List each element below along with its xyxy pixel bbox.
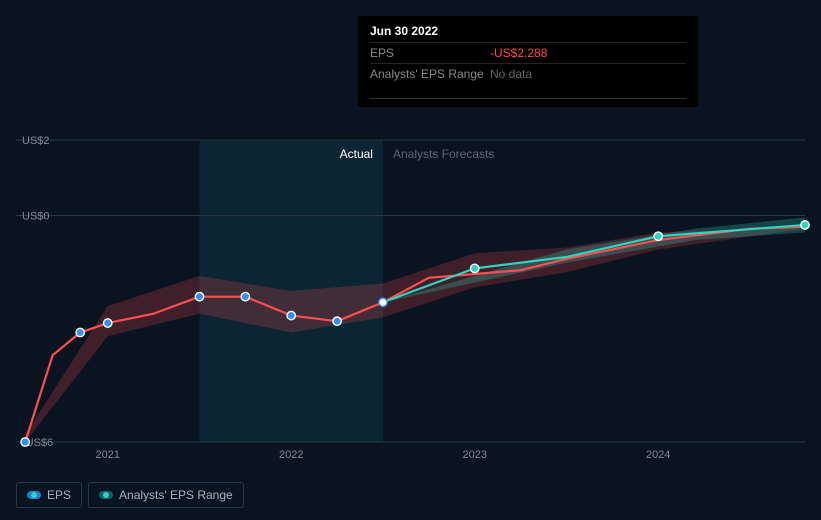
x-axis-label: 2023 <box>462 449 486 461</box>
eps-range-area <box>25 227 805 442</box>
x-axis-label: 2022 <box>279 449 303 461</box>
data-point[interactable] <box>333 317 341 325</box>
legend-label: EPS <box>47 488 71 502</box>
section-label-forecast: Analysts Forecasts <box>393 147 494 161</box>
data-point[interactable] <box>76 328 84 336</box>
forecast-point[interactable] <box>801 221 809 229</box>
x-axis-label: 2021 <box>96 449 120 461</box>
legend-item[interactable]: EPS <box>16 482 82 508</box>
legend-label: Analysts' EPS Range <box>119 488 233 502</box>
chart-tooltip: Jun 30 2022 EPS-US$2.288Analysts' EPS Ra… <box>358 16 698 107</box>
data-point[interactable] <box>21 438 29 446</box>
tooltip-label: Analysts' EPS Range <box>370 67 490 81</box>
legend-item[interactable]: Analysts' EPS Range <box>88 482 244 508</box>
legend-swatch <box>27 491 41 499</box>
tooltip-row: Analysts' EPS RangeNo data <box>370 63 686 84</box>
data-point[interactable] <box>241 292 249 300</box>
eps-line <box>25 227 805 442</box>
y-axis-label: US$0 <box>22 211 50 223</box>
data-point[interactable] <box>195 292 203 300</box>
tooltip-divider <box>370 98 686 99</box>
tooltip-row: EPS-US$2.288 <box>370 42 686 63</box>
forecast-point[interactable] <box>654 232 662 240</box>
tooltip-value: -US$2.288 <box>490 46 547 60</box>
eps-chart: US$2US$0-US$62021202220232024ActualAnaly… <box>0 0 821 520</box>
legend-swatch <box>99 491 113 499</box>
tooltip-value: No data <box>490 67 532 81</box>
data-point[interactable] <box>104 319 112 327</box>
tooltip-label: EPS <box>370 46 490 60</box>
section-label-actual: Actual <box>340 147 373 161</box>
x-axis-label: 2024 <box>646 449 670 461</box>
y-axis-label: US$2 <box>22 135 50 147</box>
highlighted-point[interactable] <box>379 298 387 306</box>
forecast-point[interactable] <box>471 264 479 272</box>
chart-legend: EPS Analysts' EPS Range <box>16 482 244 508</box>
data-point[interactable] <box>287 311 295 319</box>
tooltip-date: Jun 30 2022 <box>370 24 686 38</box>
